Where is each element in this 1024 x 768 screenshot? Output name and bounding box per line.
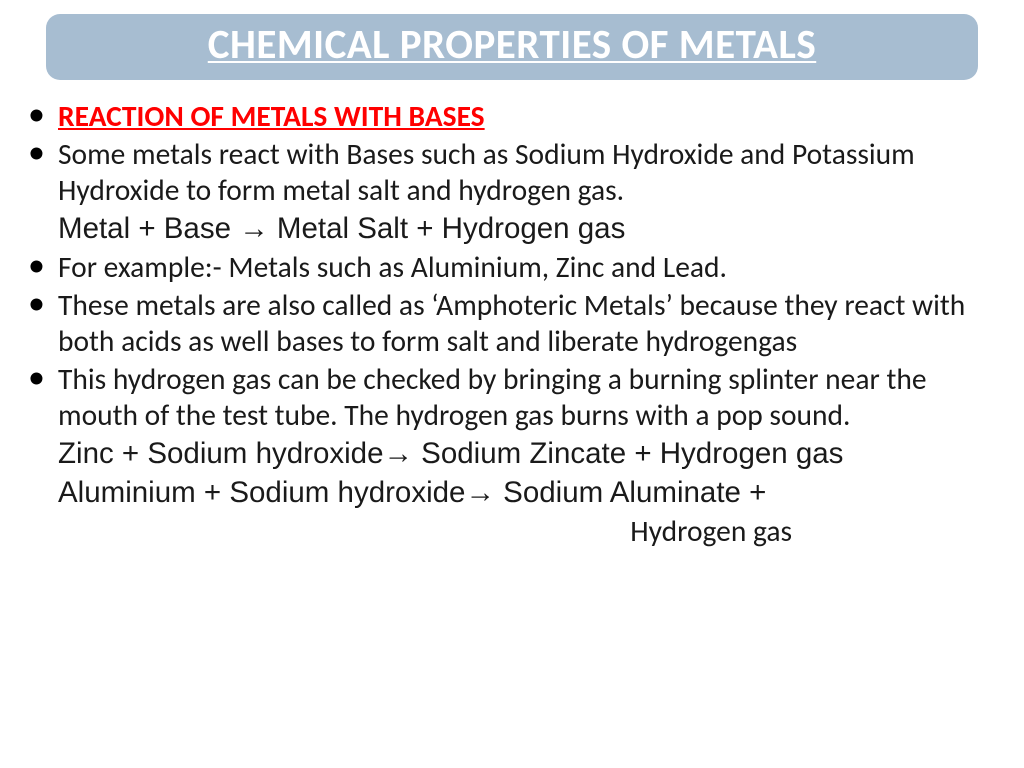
list-item: These metals are also called as ‘Amphote… [16, 287, 1006, 359]
equation-text: Zinc + Sodium hydroxide→ Sodium Zincate … [58, 437, 843, 470]
list-item: This hydrogen gas can be checked by brin… [16, 361, 1006, 433]
list-item: Some metals react with Bases such as Sod… [16, 136, 1006, 208]
body-text: Some metals react with Bases such as Sod… [58, 136, 915, 208]
title-band: CHEMICAL PROPERTIES OF METALS [46, 14, 978, 80]
body-text: This hydrogen gas can be checked by brin… [58, 361, 927, 433]
list-item: Zinc + Sodium hydroxide→ Sodium Zincate … [16, 435, 1006, 472]
equation-continuation: Hydrogen gas [12, 513, 1012, 549]
equation-text: Metal + Base → Metal Salt + Hydrogen gas [58, 212, 625, 245]
bullet-list: REACTION OF METALS WITH BASES Some metal… [12, 98, 1012, 511]
body-text: For example:- Metals such as Aluminium, … [58, 249, 727, 285]
list-item: Metal + Base → Metal Salt + Hydrogen gas [16, 210, 1006, 247]
equation-text: Hydrogen gas [630, 513, 792, 549]
list-item: REACTION OF METALS WITH BASES [16, 98, 1006, 134]
slide-title: CHEMICAL PROPERTIES OF METALS [208, 20, 816, 70]
body-text: These metals are also called as ‘Amphote… [58, 287, 965, 359]
subheading: REACTION OF METALS WITH BASES [58, 98, 485, 134]
equation-text: Aluminium + Sodium hydroxide→ Sodium Alu… [58, 476, 766, 509]
list-item: Aluminium + Sodium hydroxide→ Sodium Alu… [16, 474, 1006, 511]
list-item: For example:- Metals such as Aluminium, … [16, 249, 1006, 285]
